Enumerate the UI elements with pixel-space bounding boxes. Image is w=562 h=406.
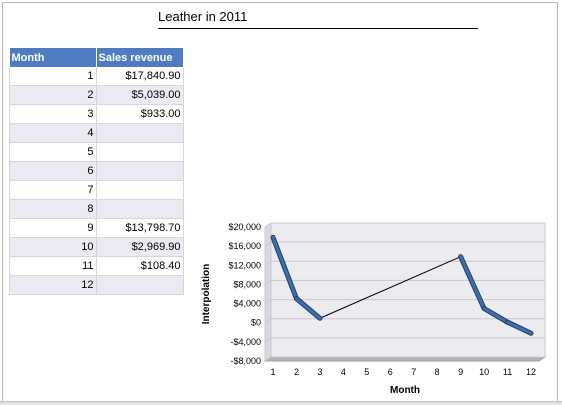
table-row: 6 (9, 161, 184, 181)
table-row: 4 (9, 123, 184, 143)
x-tick-label: 6 (388, 367, 393, 377)
month-cell: 6 (9, 161, 97, 181)
revenue-cell (96, 180, 184, 200)
month-cell: 10 (9, 237, 97, 257)
table-row: 5 (9, 142, 184, 162)
y-tick-label: -$8,000 (230, 356, 261, 366)
y-gridline-depth (264, 241, 272, 247)
y-gridline-depth (264, 260, 272, 266)
y-gridline-depth (264, 299, 272, 304)
x-tick-label: 5 (364, 367, 369, 377)
series-line-segment (294, 297, 322, 320)
y-tick-label: $16,000 (228, 241, 261, 251)
table-row: 9 $13,798.70 (9, 218, 184, 238)
revenue-cell (96, 161, 184, 181)
x-axis-label: Month (390, 385, 420, 396)
month-cell: 5 (9, 142, 97, 162)
x-tick-label: 9 (458, 367, 463, 377)
table-row: 3 $933.00 (9, 104, 184, 124)
interpolation-line-chart: $20,000 $16,000 $12,000 $8,000 $4,000 $0 -$4,0… (201, 222, 547, 396)
column-header-sales-revenue: Sales revenue (96, 48, 184, 67)
month-cell: 2 (9, 85, 97, 105)
y-tick-label: $12,000 (228, 260, 261, 270)
x-tick-label: 10 (479, 367, 489, 377)
y-tick-label: -$4,000 (230, 337, 261, 347)
x-tick-label: 11 (503, 367, 512, 377)
table-row: 2 $5,039.00 (9, 85, 184, 105)
y-gridline-depth (264, 337, 272, 343)
revenue-cell (96, 199, 184, 219)
column-header-month: Month (9, 48, 97, 67)
table-row: 11 $108.40 (9, 256, 184, 276)
plot-floor (263, 356, 547, 362)
month-cell: 3 (9, 104, 97, 124)
sales-table: Month Sales revenue 1 $17,840.90 2 $5,039.… (9, 48, 184, 295)
y-gridline-depth (264, 222, 272, 228)
series-line-segment (506, 320, 533, 335)
y-gridline-depth (264, 318, 272, 324)
series-line-segment (459, 255, 486, 311)
revenue-cell: $13,798.70 (96, 218, 184, 238)
revenue-cell (96, 123, 184, 143)
table-header-row: Month Sales revenue (9, 48, 184, 67)
table-row: 10 $2,969.90 (9, 237, 184, 257)
month-cell: 4 (9, 123, 97, 143)
revenue-cell: $2,969.90 (96, 237, 184, 257)
x-tick-label: 8 (435, 367, 440, 377)
y-tick-label: $0 (251, 318, 261, 328)
revenue-cell: $5,039.00 (96, 85, 184, 105)
x-tick-label: 2 (294, 367, 299, 377)
interpolated-segment (319, 256, 461, 319)
revenue-cell: $108.40 (96, 256, 184, 276)
x-tick-label: 1 (270, 367, 275, 377)
y-tick-label: $8,000 (233, 279, 261, 289)
series-line-segment (482, 307, 510, 324)
revenue-cell (96, 142, 184, 162)
x-tick-label: 12 (526, 367, 536, 377)
table-row: 8 (9, 199, 184, 219)
x-tick-label: 3 (317, 367, 322, 377)
x-tick-label: 4 (341, 367, 346, 377)
revenue-cell: $933.00 (96, 104, 184, 124)
frame-shadow (0, 401, 562, 406)
plot-back-wall (270, 222, 546, 358)
table-row: 12 (9, 275, 184, 295)
month-cell: 12 (9, 275, 97, 295)
month-cell: 8 (9, 199, 97, 219)
table-row: 1 $17,840.90 (9, 67, 184, 86)
x-tick-label: 7 (411, 367, 416, 377)
y-tick-label: $4,000 (233, 299, 261, 309)
month-cell: 11 (9, 256, 97, 276)
month-cell: 9 (9, 218, 97, 238)
table-row: 7 (9, 180, 184, 200)
month-cell: 1 (9, 67, 97, 86)
page-title: Leather in 2011 (158, 9, 478, 29)
y-tick-label: $20,000 (228, 222, 261, 232)
y-axis-label: Interpolation (201, 264, 212, 325)
y-gridline-depth (264, 356, 272, 362)
revenue-cell: $17,840.90 (96, 67, 184, 86)
revenue-cell (96, 275, 184, 295)
series-line-segment (271, 235, 298, 301)
y-gridline-depth (264, 280, 272, 285)
month-cell: 7 (9, 180, 97, 200)
